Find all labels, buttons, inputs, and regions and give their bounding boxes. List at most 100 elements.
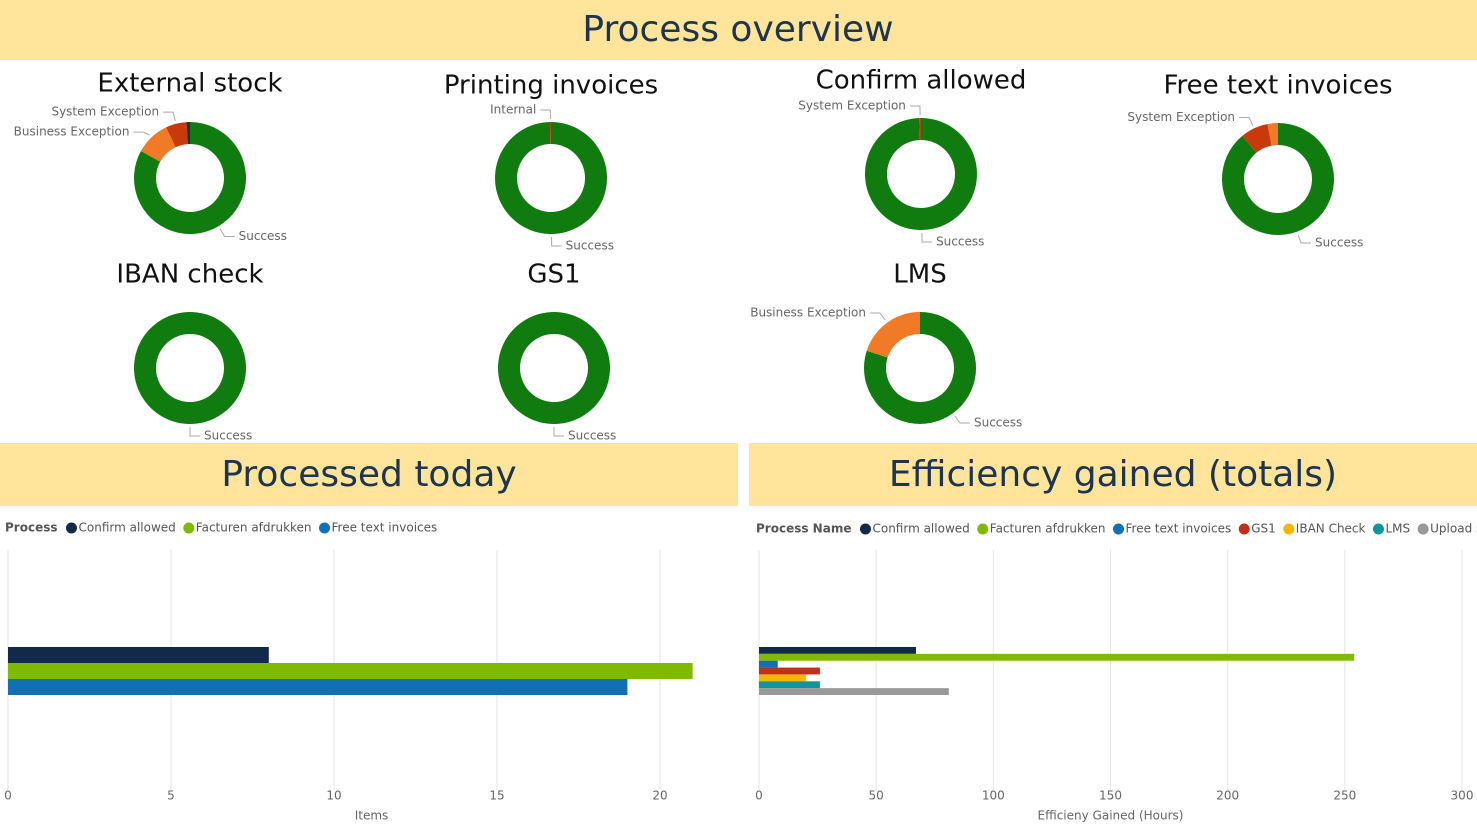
x-tick-label: 10	[326, 789, 341, 803]
x-tick-label: 5	[167, 789, 175, 803]
donut-slice	[140, 127, 176, 162]
leader-line	[553, 426, 565, 437]
chart-title: GS1	[527, 260, 580, 290]
section-title: Efficiency gained (totals)	[889, 454, 1337, 495]
legend-label: Free text invoices	[1126, 522, 1232, 536]
legend-marker	[1238, 523, 1250, 535]
bar	[759, 688, 949, 695]
page-title: Process overview	[582, 9, 893, 50]
legend-marker	[183, 522, 195, 534]
slice-label: Success	[204, 429, 252, 443]
donut-slice	[865, 117, 978, 230]
legend-marker	[1372, 523, 1384, 535]
bar	[8, 647, 269, 663]
x-tick-label: 300	[1451, 789, 1474, 803]
section-band	[0, 443, 738, 506]
leader-line	[1239, 116, 1254, 126]
leader-line	[1297, 234, 1312, 244]
legend-marker	[1417, 523, 1429, 535]
donut-slice	[166, 122, 188, 148]
bar	[8, 663, 693, 679]
legend-marker	[319, 522, 331, 534]
legend-marker	[1113, 523, 1124, 535]
header-band	[0, 0, 1477, 60]
leader-line	[909, 105, 921, 116]
donut-slice	[1267, 123, 1278, 146]
bar	[759, 660, 778, 668]
x-tick-label: 250	[1333, 789, 1356, 803]
donut-slice	[133, 312, 246, 424]
slice-label: Internal	[490, 103, 536, 117]
x-tick-label: 20	[652, 789, 667, 803]
x-tick-label: 50	[869, 789, 884, 803]
legend-label: Confirm allowed	[79, 521, 176, 535]
x-tick-label: 15	[489, 789, 504, 803]
legend-label: Free text invoices	[332, 521, 438, 535]
legend-marker	[66, 522, 77, 534]
bar	[759, 653, 1355, 661]
donut-slice	[186, 122, 190, 145]
slice-label: Business Exception	[14, 125, 130, 139]
legend-label: Upload stock ext...	[1430, 522, 1477, 536]
chart-title: Printing invoices	[444, 71, 658, 101]
leader-line	[189, 426, 201, 437]
chart-title: Free text invoices	[1163, 71, 1392, 101]
x-axis-label: Items	[355, 809, 389, 823]
donut-slice	[864, 312, 977, 425]
leader-line	[540, 109, 551, 120]
chart-title: Confirm allowed	[816, 66, 1027, 96]
bar	[8, 679, 628, 695]
section-band	[749, 443, 1477, 506]
leader-line	[551, 236, 562, 247]
chart-title: LMS	[893, 260, 946, 290]
leader-line	[133, 131, 150, 136]
leader-line	[921, 232, 933, 243]
legend-label: GS1	[1251, 522, 1276, 536]
legend-title: Process	[5, 521, 58, 535]
donut-slice	[919, 118, 921, 141]
donut-slice	[134, 122, 246, 234]
slice-label: Success	[566, 238, 614, 252]
donut-slice	[549, 122, 551, 145]
bar	[759, 674, 806, 682]
x-axis-label: Efficieny Gained (Hours)	[1038, 809, 1184, 823]
legend-label: Facturen afdrukken	[196, 521, 312, 535]
slice-label: Success	[936, 234, 984, 248]
legend-marker	[977, 523, 989, 535]
donut-slice	[494, 122, 607, 235]
legend-label: Facturen afdrukken	[990, 522, 1106, 536]
leader-line	[954, 415, 970, 424]
legend-marker	[859, 523, 871, 535]
legend-title: Process Name	[756, 522, 851, 536]
slice-label: Success	[974, 416, 1022, 430]
donut-slice	[866, 312, 920, 358]
leader-line	[219, 228, 235, 238]
chart-title: IBAN check	[116, 260, 263, 290]
x-tick-label: 0	[4, 789, 12, 803]
slice-label: Success	[239, 229, 287, 243]
leader-line	[163, 111, 176, 121]
slice-label: System Exception	[51, 105, 159, 119]
bar	[759, 667, 820, 675]
x-tick-label: 200	[1216, 789, 1239, 803]
slice-label: System Exception	[1127, 110, 1235, 124]
donut-slice	[497, 312, 610, 424]
chart-title: External stock	[97, 69, 282, 99]
slice-label: Success	[568, 429, 616, 443]
donut-slice	[1222, 123, 1334, 236]
x-tick-label: 0	[755, 789, 763, 803]
legend-label: Confirm allowed	[872, 522, 969, 536]
bar	[759, 647, 917, 654]
x-tick-label: 150	[1099, 789, 1122, 803]
slice-label: Success	[1315, 235, 1363, 249]
bar	[759, 681, 820, 689]
leader-line	[870, 312, 886, 321]
donut-slice	[1242, 123, 1272, 153]
slice-label: System Exception	[798, 99, 906, 113]
legend-marker	[1283, 523, 1295, 535]
legend-label: IBAN Check	[1296, 522, 1366, 536]
legend-label: LMS	[1385, 522, 1410, 536]
x-tick-label: 100	[982, 789, 1005, 803]
section-title: Processed today	[221, 454, 516, 495]
